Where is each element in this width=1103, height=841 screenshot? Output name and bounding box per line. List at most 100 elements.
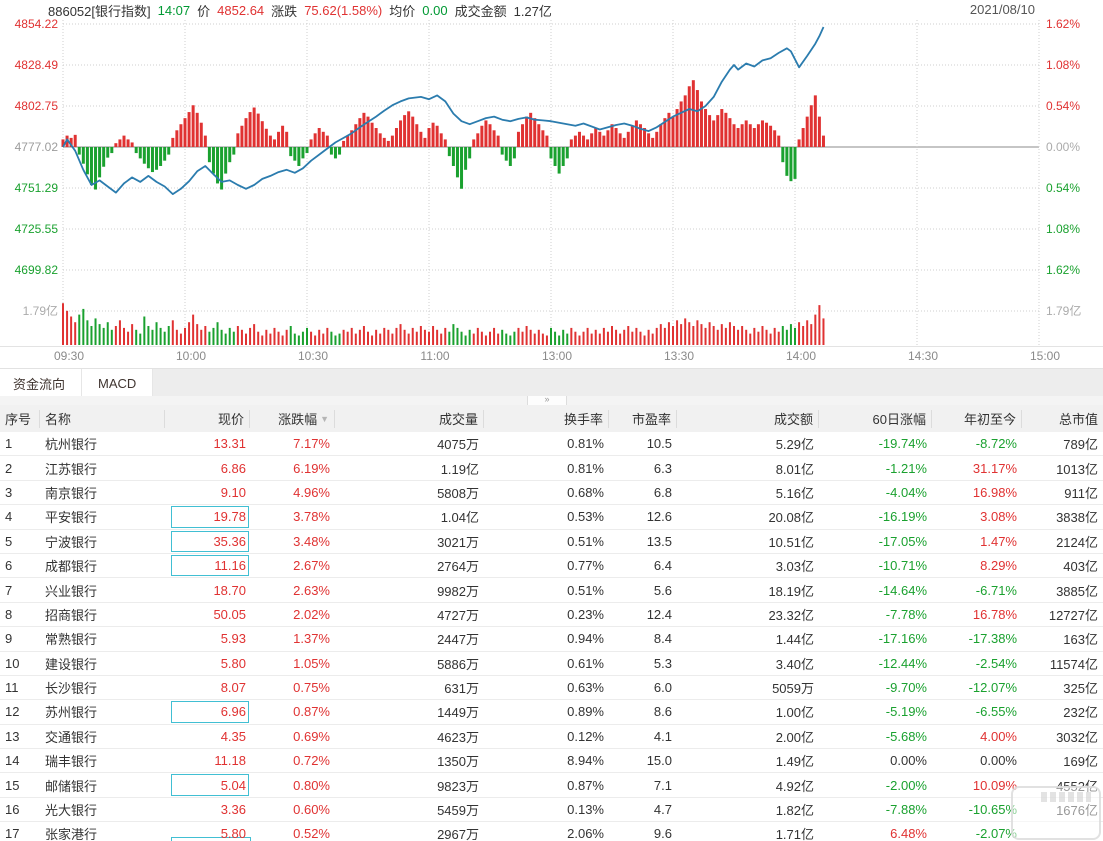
column-header[interactable]: 换手率: [484, 409, 609, 428]
chg60d-cell: -2.00%: [885, 777, 927, 793]
column-header[interactable]: 成交额: [677, 409, 819, 428]
tab-macd[interactable]: MACD: [82, 369, 154, 397]
quote-time: 14:07: [157, 2, 191, 18]
column-header[interactable]: 年初至今: [932, 409, 1022, 428]
volume-bar: [484, 335, 487, 345]
turnover-rate-cell: 0.89%: [567, 704, 604, 720]
column-header[interactable]: 成交量: [335, 409, 484, 428]
volume-bar: [533, 333, 536, 345]
flow-bar: [333, 147, 337, 159]
volume-bar: [281, 335, 284, 345]
table-row[interactable]: 13 交通银行 4.35 0.69% 4623万 0.12% 4.1 2.00亿 -5.68% 4…: [0, 724, 1103, 750]
index-cell: 9: [5, 631, 13, 647]
flow-bar: [142, 147, 146, 164]
name-cell: 宁波银行: [45, 534, 98, 550]
volume-bar: [102, 327, 105, 345]
column-header[interactable]: 总市值: [1022, 410, 1103, 428]
volume-bar: [273, 327, 276, 345]
table-row[interactable]: 14 瑞丰银行 11.18 0.72% 1350万 8.94% 15.0 1.49亿 0.00%…: [0, 749, 1103, 774]
table-row[interactable]: 11 长沙银行 8.07 0.75% 631万 0.63% 6.0 5059万 -9.70% -1…: [0, 675, 1103, 701]
flow-bar: [553, 147, 557, 166]
flow-bar: [797, 139, 801, 147]
flow-bar: [594, 128, 598, 147]
column-header-label: 总市值: [1058, 412, 1098, 427]
intraday-chart[interactable]: 4854.22 4828.49 4802.75 4777.02 4751.29 4725.…: [0, 0, 1103, 367]
volume-cell: 2447万: [437, 632, 479, 648]
table-row[interactable]: 16 光大银行 3.36 0.60% 5459万 0.13% 4.7 1.82亿 -7.88% -…: [0, 797, 1103, 823]
column-header[interactable]: 名称: [40, 409, 165, 428]
pe-cell: 12.6: [646, 509, 672, 525]
flow-bar: [488, 124, 492, 147]
volume-cell: 5886万: [437, 656, 479, 672]
table-row[interactable]: 12 苏州银行 6.96 0.87% 1449万 0.89% 8.6 1.00亿 -5.19% -…: [0, 700, 1103, 725]
column-header[interactable]: 60日涨幅: [819, 409, 932, 428]
name-cell: 成都银行: [45, 559, 98, 575]
volume-bar: [741, 326, 744, 345]
volume-bar: [90, 326, 93, 345]
change-pct-cell: 2.67%: [293, 558, 330, 574]
chg60d-cell: -4.04%: [885, 484, 927, 500]
change-pct-cell: 3.78%: [293, 509, 330, 525]
table-row[interactable]: 10 建设银行 5.80 1.05% 5886万 0.61% 5.3 3.40亿 -12.44%…: [0, 651, 1103, 676]
table-row[interactable]: 8 招商银行 50.05 2.02% 4727万 0.23% 12.4 23.32亿 -7.78…: [0, 602, 1103, 628]
name-cell: 张家港行: [45, 827, 98, 841]
name-cell: 杭州银行: [45, 437, 98, 453]
table-row[interactable]: 15 邮储银行 5.04 0.80% 9823万 0.87% 7.1 4.92亿 -2.00% 1…: [0, 773, 1103, 798]
price-text: 6.86: [220, 460, 246, 476]
volume-bar: [623, 329, 626, 345]
amount-cell: 5059万: [772, 681, 814, 697]
volume-bar: [692, 326, 695, 345]
pe-cell: 7.1: [653, 777, 672, 793]
collapse-chevron-icon[interactable]: »: [527, 395, 567, 405]
amount-cell: 5.29亿: [775, 437, 814, 453]
flow-bar: [683, 95, 687, 147]
pe-cell: 4.7: [653, 802, 672, 818]
price-cell: 11.18: [165, 749, 250, 772]
flow-bar: [724, 112, 728, 147]
turnover-rate-cell: 0.51%: [567, 533, 604, 549]
table-row[interactable]: 17 张家港行 5.80 0.52% 2967万 2.06% 9.6 1.71亿 6.48% -2…: [0, 822, 1103, 841]
table-row[interactable]: 1 杭州银行 13.31 7.17% 4075万 0.81% 10.5 5.29亿 -19.74…: [0, 432, 1103, 457]
table-row[interactable]: 4 平安银行 19.78 3.78% 1.04亿 0.53% 12.6 20.08亿 -16.1…: [0, 505, 1103, 530]
table-row[interactable]: 9 常熟银行 5.93 1.37% 2447万 0.94% 8.4 1.44亿 -17.16% -…: [0, 627, 1103, 652]
table-row[interactable]: 6 成都银行 11.16 2.67% 2764万 0.77% 6.4 3.03亿 -10.71%…: [0, 553, 1103, 579]
tab-fund-flow[interactable]: 资金流向: [0, 369, 83, 397]
volume-bar: [147, 326, 150, 345]
right-axis-pct-label: 0.00%: [1046, 140, 1080, 154]
time-tick-label: 09:30: [53, 349, 85, 363]
column-header[interactable]: 涨跌幅 ▼: [250, 409, 335, 428]
volume-cell: 1350万: [437, 754, 479, 770]
marketcap-cell: 2124亿: [1056, 534, 1098, 550]
table-row[interactable]: 5 宁波银行 35.36 3.48% 3021万 0.51% 13.5 10.51亿 -17.0…: [0, 529, 1103, 554]
volume-bar: [175, 329, 178, 345]
amount-cell: 2.00亿: [775, 729, 814, 745]
flow-bar: [732, 124, 736, 147]
marketcap-cell: 911亿: [1064, 485, 1098, 501]
avg-price-label: 均价: [389, 3, 416, 19]
column-header[interactable]: 序号: [0, 409, 40, 428]
flow-bar: [756, 124, 760, 147]
flow-bar: [403, 115, 407, 147]
column-header[interactable]: 现价: [165, 409, 250, 428]
volume-bar: [635, 327, 638, 345]
flow-bar: [638, 124, 642, 147]
volume-bar: [566, 333, 569, 345]
volume-bar: [810, 324, 813, 345]
table-row[interactable]: 3 南京银行 9.10 4.96% 5808万 0.68% 6.8 5.16亿 -4.04% 16…: [0, 480, 1103, 506]
change-pct-cell: 2.63%: [293, 582, 330, 598]
table-row[interactable]: 7 兴业银行 18.70 2.63% 9982万 0.51% 5.6 18.19亿 -14.64…: [0, 578, 1103, 603]
volume-bar: [232, 331, 235, 345]
flow-bar: [138, 147, 142, 159]
price-update-box: [171, 774, 249, 796]
price-update-box: [171, 530, 249, 552]
flow-bar: [455, 147, 459, 178]
turnover-rate-cell: 0.12%: [567, 728, 604, 744]
table-row[interactable]: 2 江苏银行 6.86 6.19% 1.19亿 0.81% 6.3 8.01亿 -1.21% 31…: [0, 456, 1103, 481]
stock-table: 1 杭州银行 13.31 7.17% 4075万 0.81% 10.5 5.29亿 -19.74…: [0, 432, 1103, 841]
flow-bar: [167, 147, 171, 155]
volume-bar: [114, 326, 117, 345]
column-header[interactable]: 市盈率: [609, 409, 677, 428]
volume-bar: [167, 326, 170, 345]
volume-bar: [464, 335, 467, 345]
flow-bar: [533, 118, 537, 147]
